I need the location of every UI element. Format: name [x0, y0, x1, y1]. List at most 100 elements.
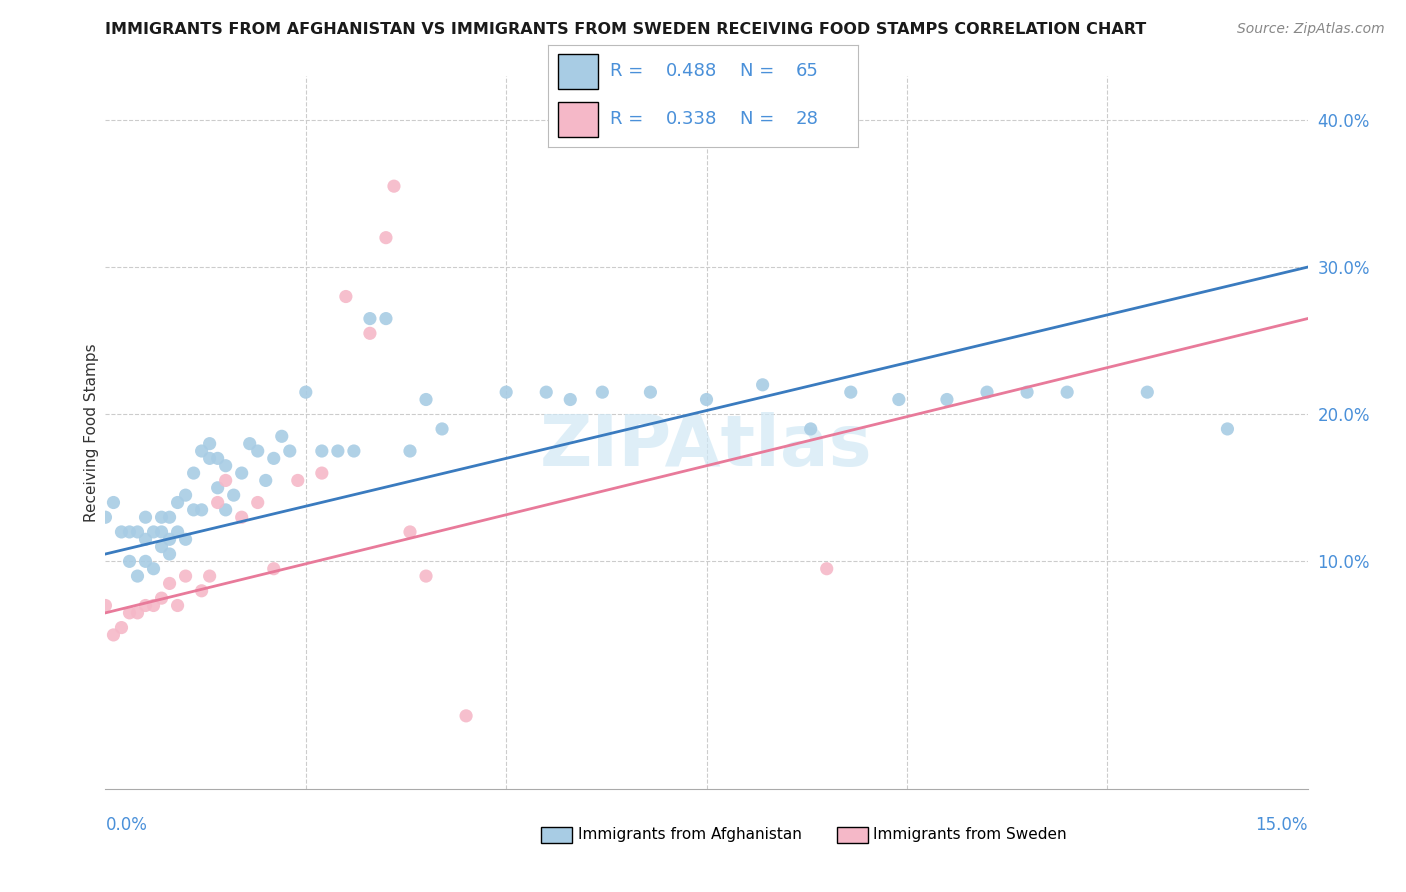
Point	[976, 385, 998, 400]
Point	[174, 488, 197, 502]
Point	[246, 444, 269, 458]
Text: N =: N =	[740, 62, 780, 80]
Point	[231, 510, 253, 524]
Point	[222, 488, 245, 502]
Point	[110, 524, 132, 539]
Point	[696, 392, 718, 407]
Point	[591, 385, 613, 400]
Point	[214, 503, 236, 517]
Text: N =: N =	[740, 111, 780, 128]
Text: R =: R =	[610, 62, 650, 80]
Text: 28: 28	[796, 111, 818, 128]
Point	[135, 510, 157, 524]
Point	[150, 591, 173, 606]
Point	[127, 524, 149, 539]
Point	[246, 495, 269, 509]
Point	[1017, 385, 1039, 400]
Point	[135, 599, 157, 613]
FancyBboxPatch shape	[558, 102, 598, 137]
Point	[263, 562, 285, 576]
Point	[94, 599, 117, 613]
Point	[214, 474, 236, 488]
Point	[415, 392, 437, 407]
Point	[207, 481, 229, 495]
Text: R =: R =	[610, 111, 650, 128]
Point	[343, 444, 366, 458]
Point	[142, 524, 165, 539]
Point	[1136, 385, 1159, 400]
Point	[399, 524, 422, 539]
Point	[359, 326, 381, 341]
Point	[359, 311, 381, 326]
Text: IMMIGRANTS FROM AFGHANISTAN VS IMMIGRANTS FROM SWEDEN RECEIVING FOOD STAMPS CORR: IMMIGRANTS FROM AFGHANISTAN VS IMMIGRANT…	[105, 22, 1147, 37]
Text: 15.0%: 15.0%	[1256, 816, 1308, 834]
Point	[103, 628, 125, 642]
Point	[127, 606, 149, 620]
Text: 0.338: 0.338	[666, 111, 717, 128]
Point	[295, 385, 318, 400]
Point	[936, 392, 959, 407]
Point	[534, 385, 557, 400]
Text: ZIPAtlas: ZIPAtlas	[540, 412, 873, 482]
Point	[198, 569, 221, 583]
Y-axis label: Receiving Food Stamps: Receiving Food Stamps	[83, 343, 98, 522]
Point	[142, 599, 165, 613]
Text: 0.488: 0.488	[666, 62, 717, 80]
Point	[214, 458, 236, 473]
Point	[150, 510, 173, 524]
Point	[751, 377, 773, 392]
Text: Source: ZipAtlas.com: Source: ZipAtlas.com	[1237, 22, 1385, 37]
Point	[142, 562, 165, 576]
Point	[399, 444, 422, 458]
Point	[454, 709, 477, 723]
Point	[326, 444, 349, 458]
Point	[800, 422, 823, 436]
Point	[311, 444, 333, 458]
Point	[118, 524, 141, 539]
Point	[640, 385, 662, 400]
Point	[815, 562, 838, 576]
Point	[374, 311, 398, 326]
Point	[839, 385, 862, 400]
Point	[415, 569, 437, 583]
Point	[560, 392, 582, 407]
Text: 65: 65	[796, 62, 818, 80]
Point	[135, 533, 157, 547]
Point	[278, 444, 301, 458]
Point	[495, 385, 517, 400]
Point	[239, 436, 262, 450]
Point	[1216, 422, 1239, 436]
Point	[159, 510, 181, 524]
Point	[374, 230, 398, 244]
Point	[183, 503, 205, 517]
FancyBboxPatch shape	[558, 54, 598, 88]
Point	[166, 524, 188, 539]
Text: Immigrants from Sweden: Immigrants from Sweden	[873, 828, 1067, 842]
Point	[174, 569, 197, 583]
Point	[1056, 385, 1078, 400]
Point	[207, 495, 229, 509]
Point	[430, 422, 453, 436]
Point	[159, 533, 181, 547]
Point	[270, 429, 292, 443]
Point	[207, 451, 229, 466]
Point	[198, 436, 221, 450]
Point	[118, 554, 141, 568]
Point	[263, 451, 285, 466]
Point	[190, 503, 212, 517]
Point	[887, 392, 910, 407]
Point	[103, 495, 125, 509]
Point	[150, 540, 173, 554]
Point	[110, 621, 132, 635]
Point	[311, 466, 333, 480]
Point	[254, 474, 277, 488]
Point	[190, 583, 212, 598]
Point	[94, 510, 117, 524]
Point	[166, 599, 188, 613]
Text: Immigrants from Afghanistan: Immigrants from Afghanistan	[578, 828, 801, 842]
Point	[159, 547, 181, 561]
Point	[174, 533, 197, 547]
Text: 0.0%: 0.0%	[105, 816, 148, 834]
Point	[335, 289, 357, 303]
Point	[159, 576, 181, 591]
